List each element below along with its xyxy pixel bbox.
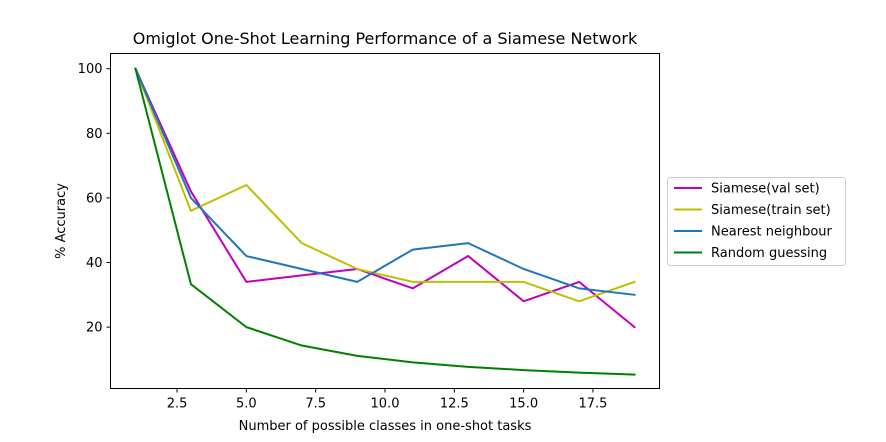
y-tick-label: 60	[86, 191, 103, 206]
legend: Siamese(val set) Siamese(train set) Neares…	[667, 177, 846, 266]
y-tick-label: 80	[86, 127, 103, 142]
x-tick-label: 5.0	[236, 397, 257, 412]
legend-label-1: Siamese(train set)	[711, 203, 831, 218]
x-tick-label: 12.5	[440, 397, 469, 412]
x-tick-label: 17.5	[578, 397, 607, 412]
legend-label-2: Nearest neighbour	[711, 225, 833, 240]
x-axis: 2.5 5.0 7.5 10.0 12.5 15.0 17.5	[167, 388, 607, 412]
legend-label-3: Random guessing	[711, 246, 827, 261]
legend-label-0: Siamese(val set)	[711, 182, 820, 197]
y-axis: 20 40 60 80 100	[78, 62, 111, 336]
y-tick-label: 100	[78, 62, 103, 77]
chart-title: Omiglot One-Shot Learning Performance of…	[133, 29, 638, 48]
series-line-2	[134, 67, 636, 296]
legend-frame	[667, 177, 846, 266]
y-tick-label: 20	[86, 321, 103, 336]
series-line-3	[134, 67, 636, 376]
series-line-1	[134, 67, 636, 303]
y-axis-title: % Accuracy	[54, 183, 69, 259]
x-tick-label: 2.5	[167, 397, 188, 412]
x-tick-label: 15.0	[509, 397, 538, 412]
x-tick-label: 7.5	[305, 397, 326, 412]
x-tick-label: 10.0	[371, 397, 400, 412]
y-tick-label: 40	[86, 256, 103, 271]
series-layer	[134, 67, 636, 376]
plot-frame	[110, 53, 660, 389]
x-axis-title: Number of possible classes in one-shot t…	[239, 419, 532, 434]
series-line-0	[134, 67, 636, 329]
